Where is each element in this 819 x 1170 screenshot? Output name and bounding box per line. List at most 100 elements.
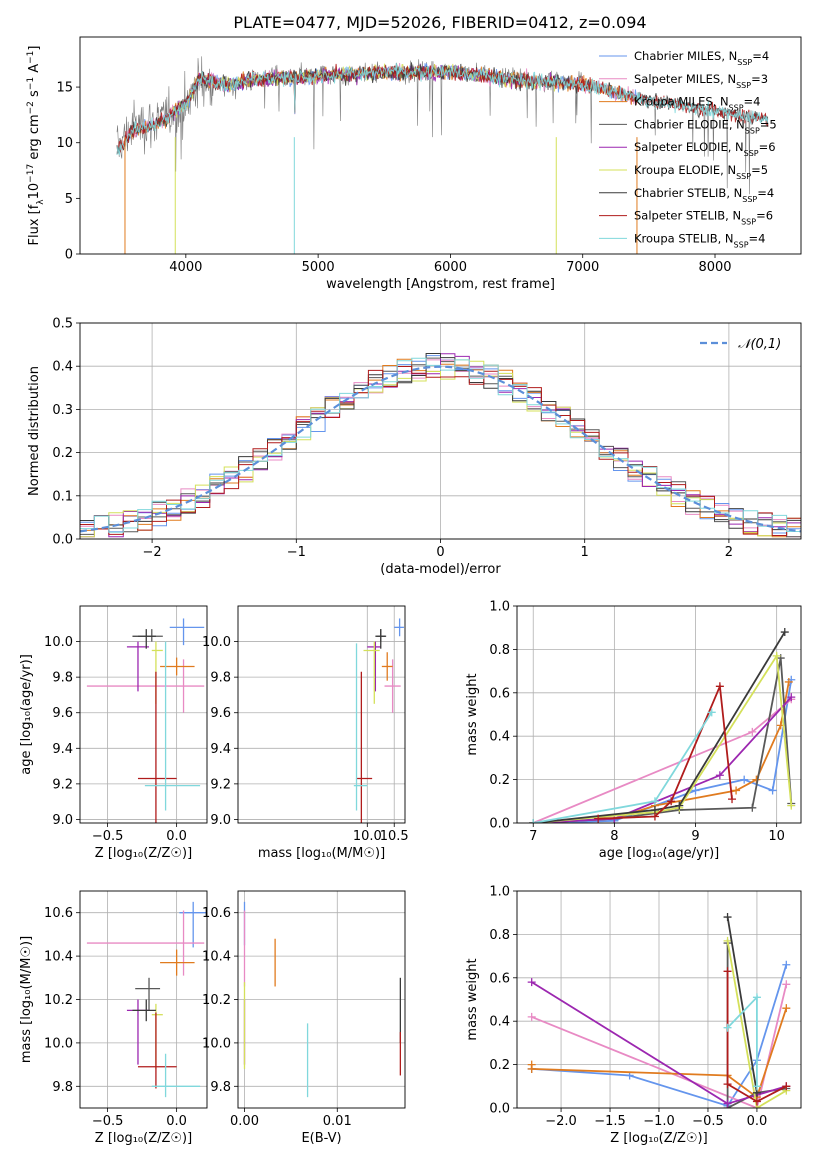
histogram-salpeter-stelib: [80, 366, 801, 536]
y-tick-label: 10.6: [202, 906, 231, 921]
axes-frame: [79, 36, 802, 255]
y-tick-label: 0.8: [489, 643, 510, 658]
y-tick-label: 0.4: [52, 360, 73, 375]
legend-label: Chabrier STELIB, NSSP=4: [634, 186, 774, 204]
x-axis-label: age [log₁₀(age/yr)]: [599, 846, 720, 861]
y-tick-label: 9.4: [210, 742, 231, 757]
y-tick-label: 1.0: [489, 600, 510, 615]
y-tick-label: 10.6: [44, 906, 73, 921]
y-tick-label: 0.4: [489, 730, 510, 745]
x-axis-label: wavelength [Angstrom, rest frame]: [326, 277, 555, 292]
y-tick-label: 9.0: [52, 813, 73, 828]
errorbar-point: [353, 643, 368, 811]
y-tick-label: 0.0: [489, 817, 510, 832]
errorbar-point: [132, 999, 156, 1022]
errorbar-point: [137, 1012, 177, 1089]
weight-marker: [650, 812, 659, 821]
weight-line-salpeter-elodie: [533, 696, 792, 823]
y-tick-label: 10.2: [44, 993, 73, 1008]
weight-marker: [787, 693, 796, 702]
weight-marker: [752, 1097, 761, 1106]
errorbar-point: [86, 659, 205, 713]
x-tick-label: 8000: [698, 260, 731, 275]
weight-marker: [723, 936, 732, 945]
weight-line-salpeter-miles: [531, 984, 788, 1108]
errorbar-point: [86, 910, 205, 976]
legend-label: Salpeter STELIB, NSSP=6: [634, 209, 773, 227]
x-tick-label: −2: [143, 545, 162, 560]
histogram-chabrier-stelib: [80, 353, 801, 531]
x-tick-label: 7000: [566, 260, 599, 275]
y-tick-label: 9.8: [210, 671, 231, 686]
y-tick-label: 10.0: [44, 1036, 73, 1051]
y-tick-label: 10.2: [202, 993, 231, 1008]
y-axis-label: mass weight: [465, 958, 480, 1040]
errorbar-point: [381, 652, 393, 681]
x-axis-label: Z [log₁₀(Z/Z☉)]: [95, 846, 192, 861]
weight-marker: [723, 1080, 732, 1089]
weight-line-chabrier-stelib: [533, 631, 786, 823]
weight-marker: [715, 771, 724, 780]
weight-marker: [707, 708, 716, 717]
axes-frame: [237, 890, 406, 1109]
weight-marker: [748, 803, 757, 812]
x-tick-label: 0.0: [166, 1114, 187, 1129]
plot-area: [529, 628, 796, 823]
errorbar-point: [135, 977, 161, 1011]
weight-marker: [732, 786, 741, 795]
weight-line-kroupa-elodie: [726, 940, 787, 1108]
weight-line-kroupa-stelib: [726, 995, 758, 1087]
x-tick-label: 0.0: [747, 1114, 768, 1129]
weight-marker: [650, 797, 659, 806]
x-axis-label: E(B-V): [301, 1131, 341, 1146]
y-tick-label: 0.0: [489, 1102, 510, 1117]
x-tick-label: 2: [725, 545, 733, 560]
x-tick-label: 10.5: [380, 829, 409, 844]
y-tick-label: 9.0: [210, 813, 231, 828]
weight-line-chabrier-miles: [533, 679, 793, 823]
x-tick-label: 1: [581, 545, 589, 560]
legend-label: Kroupa STELIB, NSSP=4: [634, 231, 765, 249]
x-tick-label: 0.01: [323, 1114, 352, 1129]
legend-label: Kroupa ELODIE, NSSP=5: [634, 163, 768, 181]
axes-frame: [79, 605, 208, 824]
panel-age-vs-Z: −0.5 0.0 9.0 9.2 9.4 9.6 9.8 10.0 Z [log₁₀(Z/Z☉)…: [19, 605, 208, 861]
y-tick-label: 15: [56, 81, 73, 96]
y-tick-label: 0.2: [489, 773, 510, 788]
weight-marker: [752, 993, 761, 1002]
axes-frame: [79, 890, 208, 1109]
axes-frame: [79, 322, 802, 540]
panel-mass-vs-Z: −0.5 0.0 9.8 10.0 10.2 10.4 10.6 Z [log₁₀(Z/Z☉)…: [19, 890, 208, 1146]
legend-label: Chabrier ELODIE, NSSP=5: [634, 117, 777, 135]
y-tick-label: 0.0: [52, 533, 73, 548]
y-tick-label: 0.1: [52, 489, 73, 504]
plot-area: [80, 353, 801, 538]
legend-label: Chabrier MILES, NSSP=4: [634, 49, 769, 67]
y-axis-label: Flux [fλ10−17 erg cm−2 s−1 A−1]: [26, 46, 46, 246]
errorbar-point: [151, 1053, 201, 1098]
weight-marker: [723, 1099, 732, 1108]
y-tick-label: 10: [56, 136, 73, 151]
model-spectrum-kroupa-stelib: [116, 62, 769, 156]
weight-marker: [787, 801, 796, 810]
y-tick-label: 9.2: [52, 777, 73, 792]
y-tick-label: 10.0: [202, 635, 231, 650]
weight-marker: [527, 1012, 536, 1021]
x-axis-label: Z [log₁₀(Z/Z☉)]: [95, 1131, 192, 1146]
weight-marker: [752, 1082, 761, 1091]
weight-marker: [723, 1023, 732, 1032]
x-tick-label: 0: [436, 545, 444, 560]
legend-label: Salpeter MILES, NSSP=3: [634, 72, 768, 90]
errorbar-point: [126, 641, 150, 692]
x-axis-label: (data-model)/error: [380, 562, 501, 577]
y-tick-label: 9.8: [210, 1080, 231, 1095]
weight-marker: [784, 677, 793, 686]
y-tick-label: 9.8: [52, 671, 73, 686]
x-tick-label: 4000: [169, 260, 202, 275]
x-tick-label: 9: [691, 829, 699, 844]
y-axis-label: mass [log₁₀(M/M☉)]: [19, 936, 34, 1063]
x-tick-label: 7: [529, 829, 537, 844]
legend-label: 𝒩(0,1): [738, 337, 781, 352]
y-tick-label: 5: [65, 192, 73, 207]
axes-frame: [237, 605, 406, 824]
